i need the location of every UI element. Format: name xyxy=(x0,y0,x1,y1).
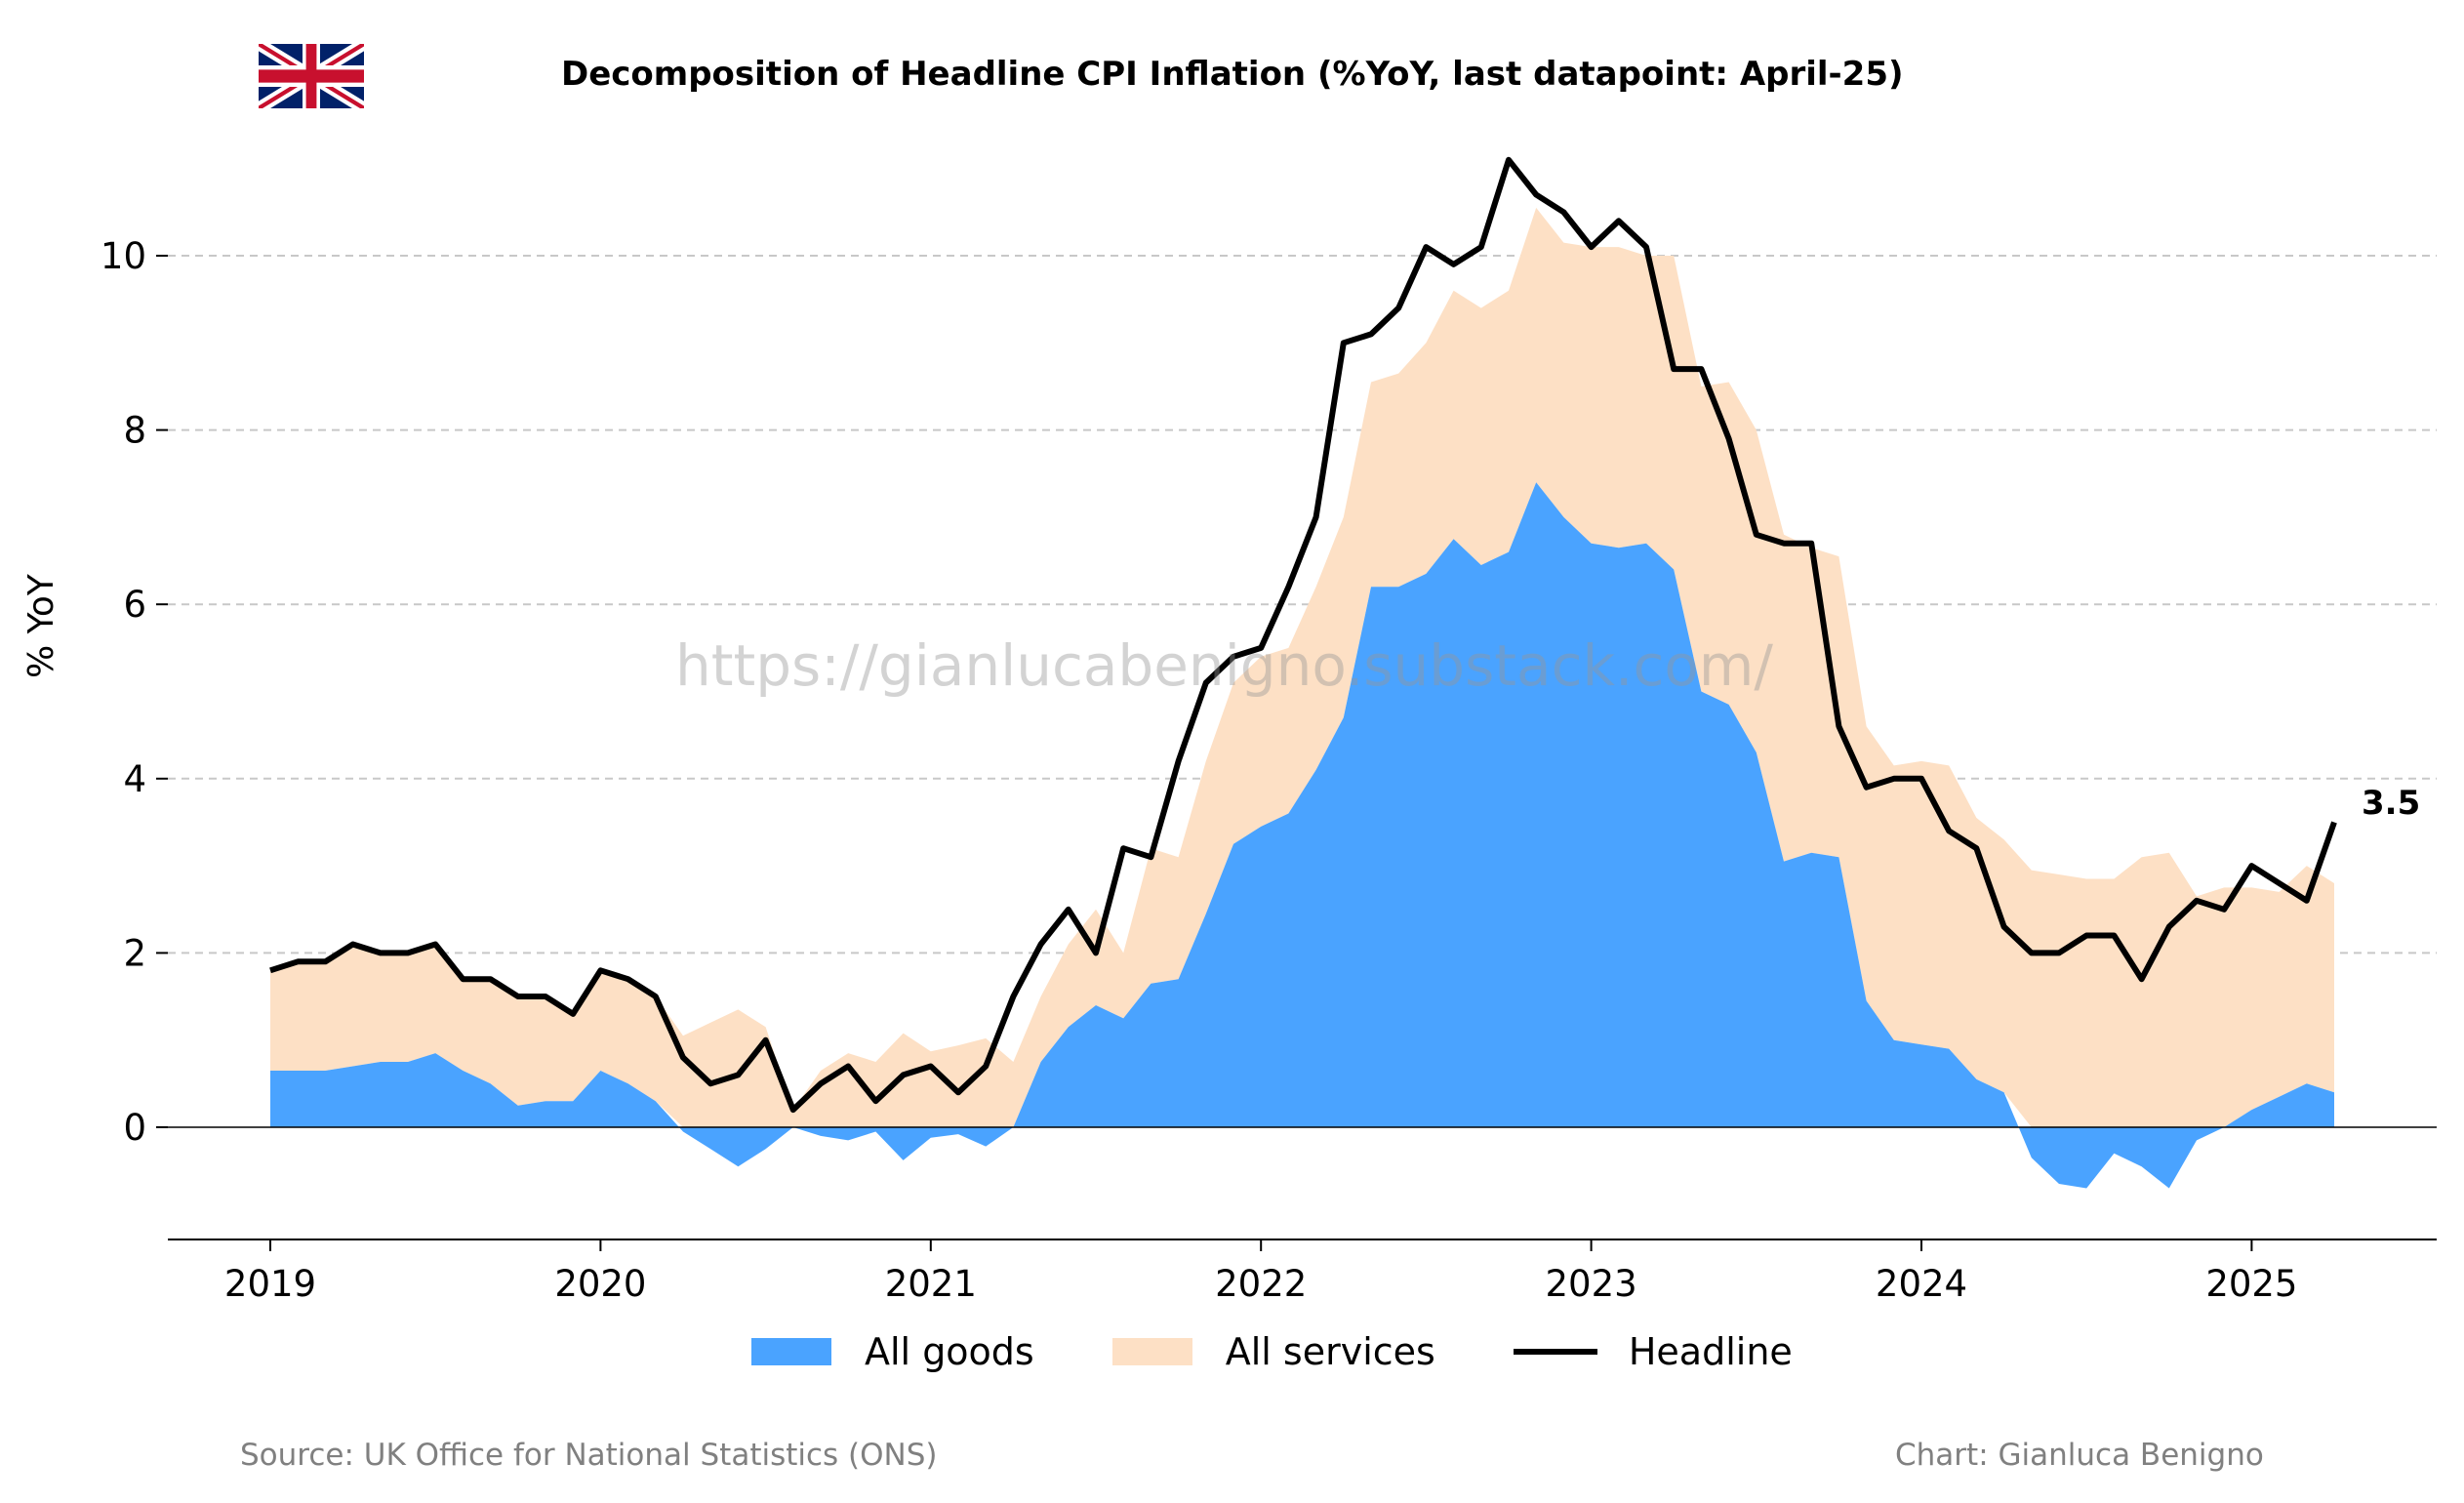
x-tick-label: 2025 xyxy=(2205,1263,2297,1305)
x-tick-label: 2020 xyxy=(554,1263,646,1305)
x-tick-label: 2021 xyxy=(885,1263,977,1305)
legend-item-services: All services xyxy=(1111,1330,1435,1373)
last-value-label: 3.5 xyxy=(2362,784,2421,823)
uk-flag-icon xyxy=(259,44,364,108)
headline-line xyxy=(269,156,2337,1114)
chart-title: Decomposition of Headline CPI Inflation … xyxy=(561,55,1904,94)
y-tick-label: 8 xyxy=(123,410,146,452)
source-note: Source: UK Office for National Statistic… xyxy=(240,1438,938,1473)
y-axis-label: % YoY xyxy=(21,574,61,678)
goods-area xyxy=(270,482,2334,1189)
x-tick-label: 2024 xyxy=(1876,1263,1967,1305)
legend-label-headline: Headline xyxy=(1628,1330,1793,1373)
area-series xyxy=(168,207,2437,1189)
legend-label-services: All services xyxy=(1225,1330,1435,1373)
chart-credit: Chart: Gianluca Benigno xyxy=(1895,1438,2264,1473)
x-tick-label: 2019 xyxy=(224,1263,316,1305)
line-series xyxy=(269,156,2337,1114)
y-tick-label: 4 xyxy=(123,758,146,800)
x-tick-label: 2023 xyxy=(1546,1263,1637,1305)
legend-swatch-headline xyxy=(1513,1349,1597,1355)
legend-swatch-services xyxy=(1111,1338,1192,1365)
y-tick-label: 2 xyxy=(123,932,146,974)
watermark: https://gianlucabenigno.substack.com/ xyxy=(675,632,1773,699)
y-tick-label: 6 xyxy=(123,584,146,626)
legend-item-goods: All goods xyxy=(751,1330,1034,1373)
legend: All goods All services Headline xyxy=(751,1330,1871,1373)
legend-label-goods: All goods xyxy=(865,1330,1034,1373)
services-area xyxy=(270,207,2334,1127)
y-tick-label: 0 xyxy=(123,1107,146,1149)
legend-item-headline: Headline xyxy=(1513,1330,1793,1373)
axes: 0 2 4 6 8 10 2019 2020 2021 2022 2023 2024 2025 xyxy=(101,235,2437,1305)
x-tick-label: 2022 xyxy=(1215,1263,1307,1305)
legend-swatch-goods xyxy=(751,1338,831,1365)
y-tick-label: 10 xyxy=(101,235,146,277)
